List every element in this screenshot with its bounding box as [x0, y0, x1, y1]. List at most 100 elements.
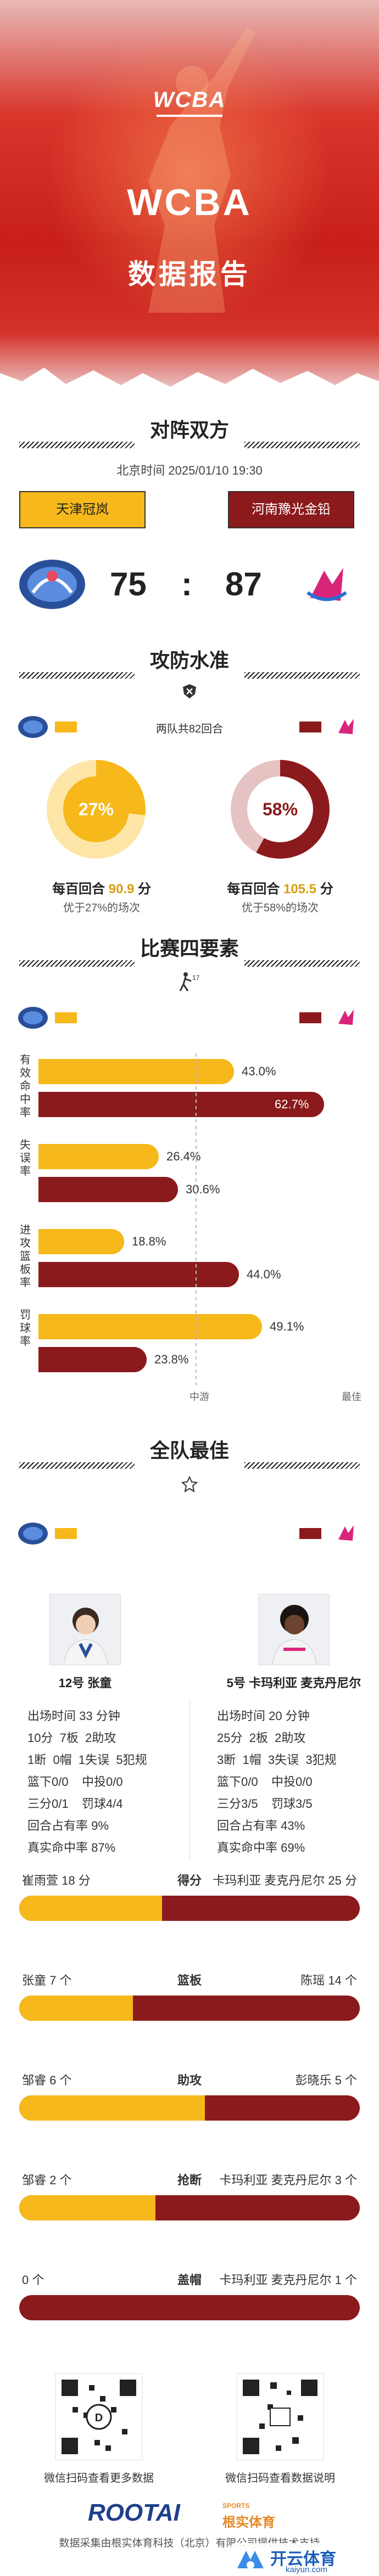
player-silhouette-icon — [148, 27, 255, 313]
team-b-efficiency-ring: 58% — [231, 760, 330, 859]
factor-bar-team-b — [38, 1262, 239, 1287]
best-category-name: 得分 — [177, 1874, 202, 1887]
factor-bar-team-a-value: 26.4% — [166, 1149, 201, 1163]
best-bar-team-a — [19, 1896, 162, 1921]
best-left-player: 张童 7 个 — [22, 1974, 72, 1987]
rootai-logo: ROOTAI — [88, 2499, 180, 2526]
shield-cross-icon — [183, 684, 196, 698]
factor-bar-team-a — [38, 1144, 159, 1169]
player-stat-line: 真实命中率 69% — [217, 1841, 305, 1855]
team-best-title: 全队最佳 — [149, 1439, 229, 1462]
team-a-small-emblem-icon — [18, 1007, 48, 1029]
factor-bar-team-b — [38, 1092, 324, 1117]
player-stat-line: 回合占有率 43% — [217, 1819, 305, 1833]
matchup-section-title: 对阵双方 — [149, 419, 229, 441]
team-a-legend — [55, 721, 77, 732]
offense-section-title: 攻防水准 — [149, 649, 229, 672]
best-bar-team-a — [19, 1996, 133, 2021]
best-category-name: 抢断 — [177, 2173, 202, 2187]
score-separator: : — [181, 566, 192, 602]
factor-bar-team-b-value: 23.8% — [154, 1352, 189, 1366]
player-stat-line: 25分 2板 2助攻 — [217, 1731, 306, 1745]
qr-right-caption: 微信扫码查看数据说明 — [225, 2472, 335, 2484]
player-stat-line: 篮下0/0 中投0/0 — [217, 1775, 313, 1789]
team-a-small-emblem-icon — [18, 1523, 48, 1545]
team-a-pts-per-100: 每百回合 90.9 分 — [52, 882, 152, 897]
page-title: WCBA — [127, 182, 252, 223]
team-b-legend — [299, 721, 321, 732]
factor-bar-team-b-value: 44.0% — [247, 1267, 281, 1281]
team-a-efficiency-ring: 27% — [47, 760, 146, 859]
qr-code-right[interactable] — [236, 2373, 324, 2461]
team-b-legend — [299, 1012, 321, 1023]
factor-bar-team-b — [38, 1347, 147, 1372]
player-stat-line: 三分0/1 罚球4/4 — [27, 1797, 123, 1811]
player-stat-line: 篮下0/0 中投0/0 — [27, 1775, 123, 1789]
team-b-name: 河南豫光金铅 — [228, 491, 354, 528]
best-right-player: 卡玛利亚 麦克丹尼尔 1 个 — [219, 2273, 357, 2287]
player-a-photo — [49, 1594, 121, 1665]
best-compare-bar — [19, 1896, 360, 1921]
team-b-better-than: 优于58%的场次 — [241, 902, 319, 914]
scale-mid-label: 中游 — [190, 1391, 209, 1402]
best-right-player: 陈瑶 14 个 — [300, 1974, 357, 1987]
scale-best-label: 最佳 — [342, 1391, 361, 1402]
score-team-b: 87 — [225, 566, 262, 602]
team-b-legend — [299, 1528, 321, 1539]
trophy-star-icon — [181, 1476, 198, 1492]
player-stat-line: 1断 0帽 1失误 5犯规 — [27, 1753, 147, 1767]
score-team-a: 75 — [110, 566, 147, 602]
best-right-player: 彭晓乐 5 个 — [295, 2073, 357, 2087]
team-a-legend — [55, 1012, 77, 1023]
player-stat-line: 三分3/5 罚球3/5 — [217, 1797, 313, 1811]
player-stat-line: 出场时间 20 分钟 — [217, 1709, 310, 1723]
team-a-emblem-icon — [19, 560, 85, 609]
best-left-player: 崔雨萱 18 分 — [22, 1874, 91, 1887]
wcba-logo: WCBA — [129, 88, 250, 132]
team-a-small-emblem-icon — [18, 716, 48, 738]
best-compare-bar — [19, 1996, 360, 2021]
team-a-legend — [55, 1528, 77, 1539]
team-b-small-emblem-icon — [333, 1004, 359, 1030]
best-right-player: 卡玛利亚 麦克丹尼尔 25 分 — [213, 1874, 357, 1887]
torn-paper-edge — [0, 368, 379, 412]
player-stat-line: 3断 1帽 3失误 3犯规 — [217, 1753, 337, 1767]
factor-label: 失误率 — [20, 1139, 31, 1177]
factor-bar-team-b-value: 30.6% — [186, 1182, 220, 1196]
team-b-pts-per-100: 每百回合 105.5 分 — [227, 882, 333, 897]
best-compare-bar — [19, 2295, 360, 2320]
factor-bar-team-a — [38, 1314, 262, 1339]
best-bar-team-a — [19, 2195, 155, 2220]
factor-bar-team-a — [38, 1229, 124, 1254]
factor-label: 罚球率 — [20, 1309, 31, 1348]
player-stat-line: 出场时间 33 分钟 — [27, 1709, 120, 1723]
qr-code-left[interactable]: D — [55, 2373, 143, 2461]
best-category-name: 助攻 — [177, 2073, 202, 2087]
factor-label: 有效命中率 — [20, 1054, 31, 1119]
rootai-sports-tag: SPORTS — [222, 2502, 250, 2510]
player-a-name: 12号 张童 — [58, 1676, 112, 1690]
svg-text:17: 17 — [192, 974, 200, 982]
player-stat-line: 10分 7板 2助攻 — [27, 1731, 116, 1745]
best-category-name: 盖帽 — [177, 2273, 202, 2287]
report-subtitle: 数据报告 — [128, 259, 251, 290]
rounds-text: 两队共82回合 — [155, 723, 224, 735]
team-a-name: 天津冠岚 — [19, 491, 146, 528]
player-b-name: 5号 卡玛利亚 麦克丹尼尔 — [226, 1676, 361, 1690]
player-stat-line: 回合占有率 9% — [27, 1819, 109, 1833]
scoreboard: 75 : 87 — [0, 549, 379, 620]
team-a-better-than: 优于27%的场次 — [63, 902, 141, 914]
watermark: 开云体育 kaiyun.com — [231, 2543, 376, 2576]
player-dribble-icon: 17 — [179, 972, 200, 991]
best-bar-team-a — [19, 2095, 205, 2121]
player-b-photo — [258, 1594, 330, 1665]
player-stat-line: 真实命中率 87% — [27, 1841, 116, 1855]
best-left-player: 邹睿 6 个 — [22, 2073, 72, 2087]
factor-bar-team-b-value: 62.7% — [275, 1097, 309, 1111]
factor-bar-team-b — [38, 1177, 178, 1202]
factor-bar-team-a-value: 49.1% — [270, 1320, 304, 1333]
match-time: 北京时间 2025/01/10 19:30 — [116, 464, 263, 477]
best-left-player: 0 个 — [22, 2273, 44, 2287]
team-b-small-emblem-icon — [333, 1520, 359, 1546]
kaiyun-logo-icon — [237, 2551, 264, 2569]
